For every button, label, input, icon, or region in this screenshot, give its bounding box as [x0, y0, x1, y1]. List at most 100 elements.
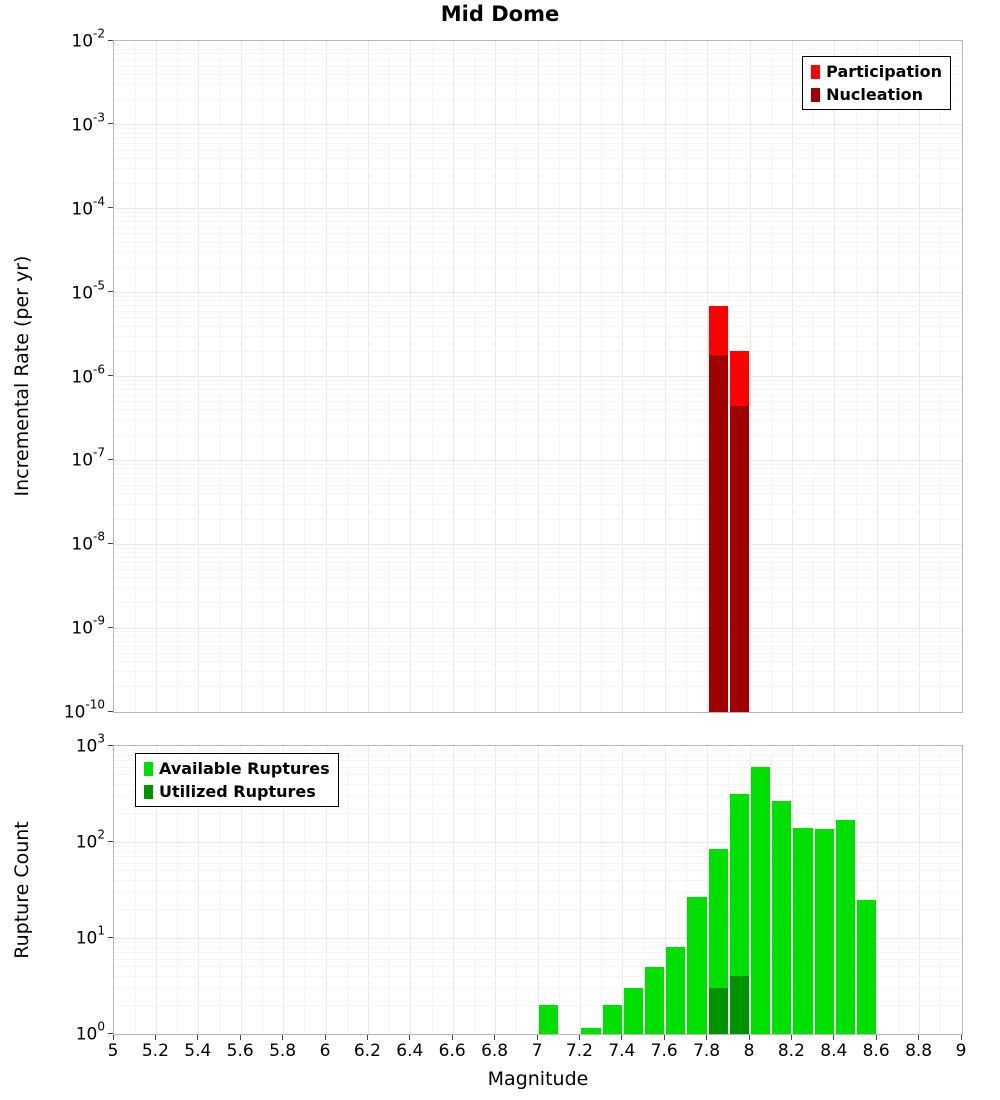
- gridline: [643, 746, 645, 1034]
- available-ruptures-bar: [687, 896, 707, 1034]
- y-tick-label: 100: [75, 1019, 105, 1045]
- gridline: [728, 746, 730, 1034]
- gridline: [177, 746, 179, 1034]
- y-tick-label: 101: [75, 923, 105, 949]
- x-tick-label: 6.4: [396, 1041, 424, 1061]
- gridline: [114, 640, 962, 642]
- gridline: [664, 746, 666, 1034]
- available-ruptures-bar: [581, 1028, 601, 1034]
- chart-title: Mid Dome: [440, 2, 560, 26]
- gridline: [114, 128, 962, 130]
- y-tick-mark: [108, 291, 113, 293]
- gridline: [114, 975, 962, 977]
- gridline: [114, 376, 962, 377]
- x-tick-mark: [154, 1035, 156, 1040]
- legend-item-utilized-ruptures: Utilized Ruptures: [144, 782, 330, 801]
- gridline: [114, 661, 962, 662]
- gridline: [114, 562, 962, 564]
- available-ruptures-bar: [602, 1005, 622, 1034]
- gridline: [579, 746, 581, 1034]
- gridline: [114, 99, 962, 101]
- legend-item-participation: Participation: [811, 62, 942, 81]
- gridline: [791, 746, 793, 1034]
- y-tick-label: 10-7: [71, 446, 105, 471]
- gridline: [114, 856, 962, 858]
- gridline: [114, 379, 962, 381]
- gridline: [114, 478, 962, 480]
- gridline: [114, 241, 962, 243]
- rate-plot: Participation Nucleation 10-2 10-3 10-4 10-…: [64, 28, 963, 721]
- participation-swatch-icon: [811, 64, 821, 79]
- x-tick-mark: [282, 1035, 284, 1040]
- y-tick-label: 10-9: [71, 613, 105, 639]
- count-plot: Available Ruptures Utilized Ruptures 103…: [76, 733, 967, 1060]
- x-tick-mark: [960, 1035, 962, 1040]
- gridline: [114, 602, 962, 604]
- x-tick-mark: [324, 1035, 326, 1040]
- gridline: [114, 300, 962, 302]
- gridline: [114, 862, 962, 864]
- gridline: [114, 841, 962, 843]
- x-tick-label: 5.2: [141, 1041, 169, 1061]
- y-tick-label: 10-3: [71, 110, 105, 136]
- y-tick-mark: [108, 375, 113, 376]
- y-axis-label-rupture-count: Rupture Count: [11, 821, 33, 959]
- gridline: [114, 401, 962, 403]
- x-tick-mark: [536, 1035, 538, 1040]
- gridline: [114, 73, 962, 75]
- x-tick-mark: [239, 1035, 241, 1040]
- gridline: [114, 292, 962, 294]
- gridline: [114, 879, 962, 881]
- gridline: [114, 149, 962, 151]
- available-ruptures-bar: [623, 988, 643, 1034]
- x-tick-label: 7.6: [650, 1041, 678, 1061]
- gridline: [114, 48, 962, 50]
- gridline: [114, 795, 962, 797]
- gridline: [114, 1004, 962, 1006]
- x-tick-mark: [621, 1035, 623, 1040]
- gridline: [431, 746, 433, 1034]
- gridline: [114, 305, 962, 307]
- gridline: [114, 845, 962, 847]
- gridline: [114, 463, 962, 465]
- gridline: [114, 966, 962, 968]
- gridline: [114, 958, 962, 960]
- nucleation-swatch-icon: [811, 87, 821, 102]
- x-tick-mark: [366, 1035, 368, 1040]
- gridline: [114, 142, 962, 144]
- x-tick-label: 7.8: [693, 1041, 721, 1061]
- gridline: [114, 434, 962, 436]
- gridline: [114, 551, 962, 553]
- y-tick-mark: [108, 542, 113, 544]
- y-tick-mark: [108, 626, 113, 628]
- y-tick-mark: [108, 1032, 113, 1034]
- gridline: [114, 987, 962, 989]
- gridline: [325, 746, 327, 1034]
- gridline: [114, 459, 962, 461]
- utilized-ruptures-bar: [708, 988, 728, 1034]
- gridline: [240, 746, 242, 1034]
- gridline: [114, 350, 962, 352]
- available-ruptures-bar: [814, 829, 834, 1034]
- gridline: [114, 568, 962, 570]
- y-axis-label-incremental-rate: Incremental Rate (per yr): [11, 255, 33, 497]
- gridline: [114, 468, 962, 469]
- x-axis-label: Magnitude: [487, 1068, 589, 1090]
- gridline: [114, 646, 962, 648]
- x-tick-label: 7.2: [565, 1041, 593, 1061]
- x-tick-mark: [451, 1035, 453, 1040]
- gridline: [114, 631, 962, 633]
- x-tick-label: 9: [955, 1041, 967, 1061]
- x-tick-mark: [706, 1035, 708, 1040]
- gridline: [114, 183, 962, 184]
- y-tick-label: 10-10: [63, 697, 105, 723]
- gridline: [114, 252, 962, 254]
- gridline: [114, 547, 962, 549]
- gridline: [114, 754, 962, 756]
- available-ruptures-bar: [751, 767, 771, 1034]
- available-ruptures-bar: [708, 848, 728, 1034]
- gridline: [367, 746, 369, 1034]
- gridline: [114, 937, 962, 939]
- gridline: [114, 295, 962, 297]
